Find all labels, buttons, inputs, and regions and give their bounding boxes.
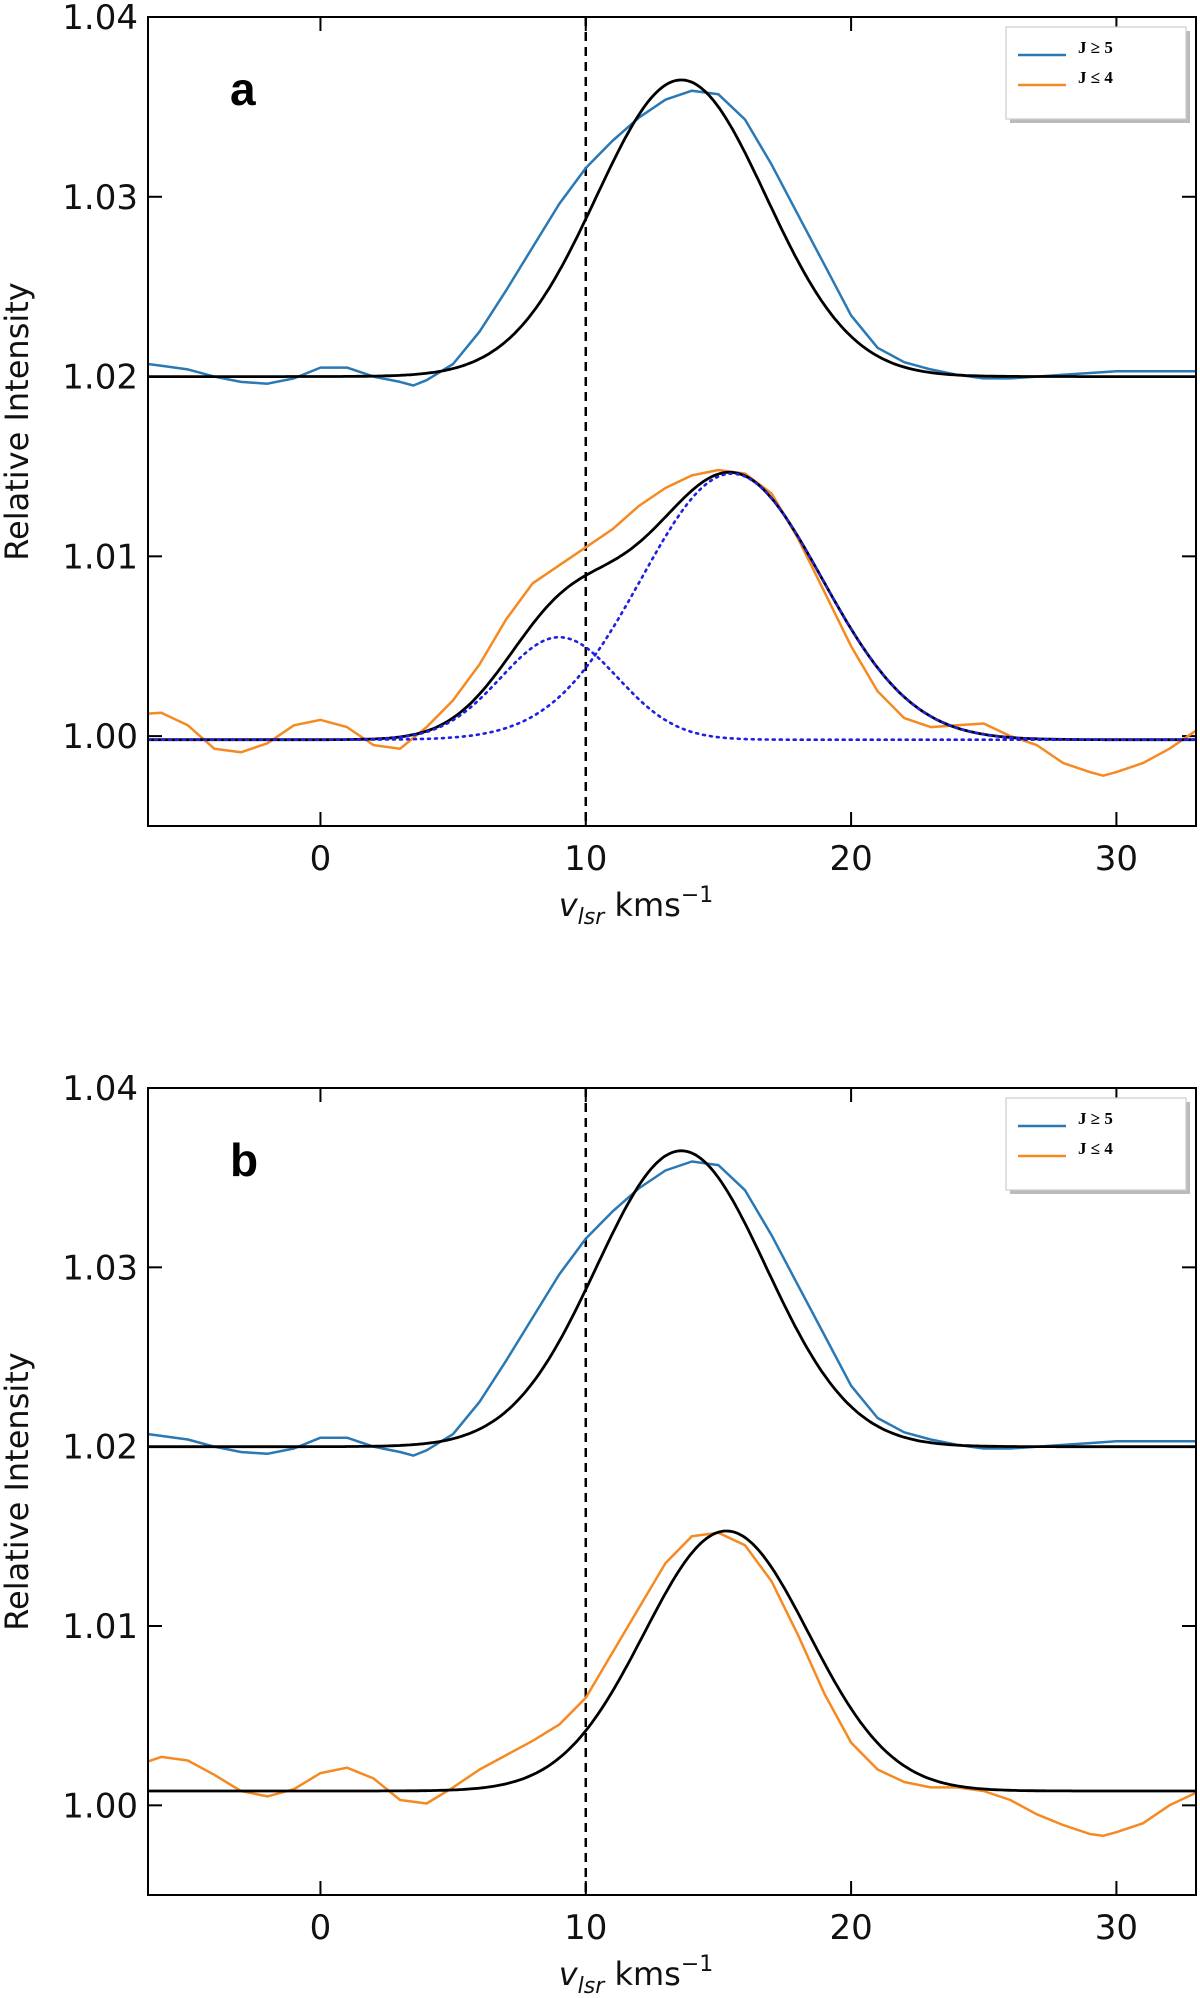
fit-curve (148, 78, 1196, 378)
y-tick-label: 1.04 (62, 0, 138, 38)
series-line-j-le-4 (148, 468, 1196, 777)
y-tick-label: 1.03 (62, 178, 138, 218)
x-tick-label: 30 (1095, 1908, 1138, 1948)
axes-frame (147, 16, 1197, 827)
x-axis-label-var: v (559, 886, 579, 924)
legend: J ≥ 5 J ≤ 4 (1005, 1097, 1190, 1194)
y-tick-label: 1.00 (62, 1786, 138, 1826)
x-tick-label: 10 (564, 839, 607, 879)
legend-label: J ≤ 4 (1078, 1139, 1113, 1158)
x-axis-label-sup: −1 (681, 1952, 713, 1977)
legend-box (1005, 1097, 1187, 1191)
panel-b: 1.00 1.01 1.02 1.03 1.04 0 10 20 30 b J ≥ 5 J ≤ 4 Re… (0, 1069, 1197, 1998)
panel-a: 1.00 1.01 1.02 1.03 1.04 0 10 20 30 a J ≥ 5 J ≤ 4 Re… (0, 0, 1197, 930)
y-tick-label: 1.04 (62, 1069, 138, 1109)
series-line-j-le-4 (148, 1531, 1196, 1838)
y-tick-label: 1.00 (62, 717, 138, 757)
fit-curve (148, 1529, 1196, 1793)
x-axis-label-unit: kms (604, 886, 681, 924)
y-axis-label: Relative Intensity (0, 282, 36, 561)
y-tick-label: 1.02 (62, 1428, 138, 1468)
x-axis-label: vlsr kms−1 (559, 1952, 714, 1998)
plot-area (148, 78, 1196, 777)
x-tick-label: 0 (310, 839, 332, 879)
y-axis-label: Relative Intensity (0, 1352, 36, 1631)
x-tick-label: 20 (829, 1908, 872, 1948)
gaussian-component-curve (148, 472, 1196, 741)
legend-label: J ≥ 5 (1078, 38, 1113, 57)
x-axis-label: vlsr kms−1 (559, 883, 714, 930)
legend-label: J ≤ 4 (1078, 68, 1113, 87)
x-tick-label: 20 (829, 839, 872, 879)
x-axis-label-var: v (559, 1955, 579, 1993)
series-line-j-ge-5 (148, 89, 1196, 387)
fit-curve (148, 1149, 1196, 1449)
x-axis-label-unit: kms (604, 1955, 681, 1993)
plot-area (148, 1149, 1196, 1838)
y-tick-label: 1.02 (62, 358, 138, 398)
x-axis-label-sub: lsr (578, 905, 607, 930)
x-axis-label-sub: lsr (578, 1974, 607, 1998)
panel-label: b (230, 1134, 258, 1186)
series-line-j-ge-5 (148, 1160, 1196, 1457)
x-tick-label: 0 (310, 1908, 332, 1948)
x-axis-label-sup: −1 (681, 883, 713, 908)
x-tick-label: 30 (1095, 839, 1138, 879)
x-tick-label: 10 (564, 1908, 607, 1948)
axes-frame (147, 1087, 1197, 1896)
legend-label: J ≥ 5 (1078, 1109, 1113, 1128)
panel-label: a (230, 63, 256, 115)
y-tick-label: 1.01 (62, 537, 138, 577)
y-tick-label: 1.01 (62, 1607, 138, 1647)
legend: J ≥ 5 J ≤ 4 (1005, 26, 1190, 123)
y-tick-label: 1.03 (62, 1248, 138, 1288)
legend-box (1005, 26, 1187, 120)
